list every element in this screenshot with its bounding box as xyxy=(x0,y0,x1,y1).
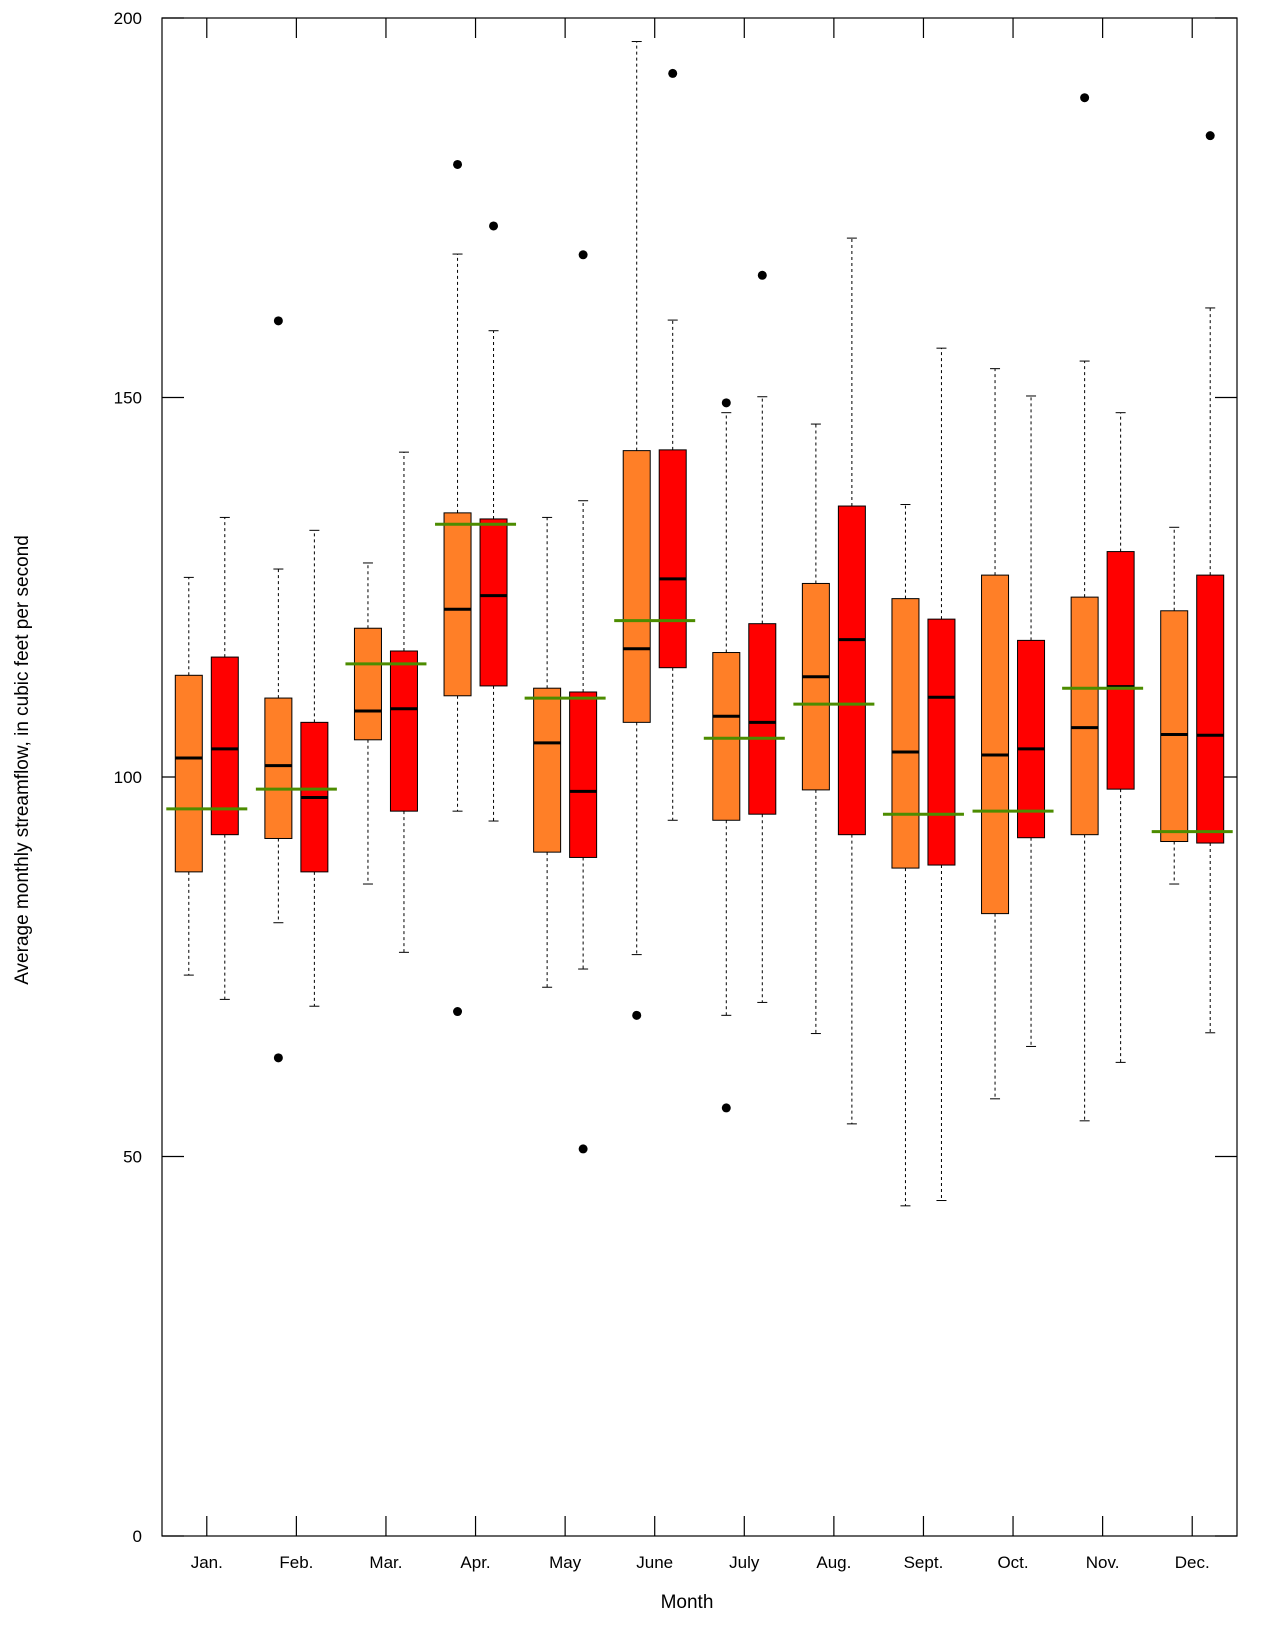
x-tick-label: May xyxy=(549,1553,582,1572)
reference-lines xyxy=(166,522,1233,834)
iqr-box xyxy=(748,623,777,815)
box-red-2 xyxy=(389,451,418,953)
box-orange-11 xyxy=(1160,526,1189,885)
iqr-box xyxy=(353,627,382,741)
boxes xyxy=(166,41,1233,1207)
iqr-box xyxy=(1070,596,1099,836)
box-red-6 xyxy=(748,270,777,1003)
box-orange-8 xyxy=(891,504,920,1207)
box-red-4 xyxy=(569,250,598,1154)
box-orange-3 xyxy=(443,159,472,1017)
box-orange-9 xyxy=(981,368,1010,1100)
outlier-point xyxy=(1080,93,1090,103)
y-tick-label: 0 xyxy=(133,1527,142,1546)
outlier-point xyxy=(489,221,499,231)
box-red-3 xyxy=(479,221,508,822)
outlier-point xyxy=(453,1007,463,1017)
outlier-point xyxy=(721,398,731,408)
iqr-box xyxy=(264,697,293,839)
x-axis-title: Month xyxy=(661,1592,714,1613)
x-tick-label: Aug. xyxy=(816,1553,851,1572)
box-orange-2 xyxy=(353,562,382,885)
outlier-point xyxy=(273,316,283,326)
iqr-box xyxy=(622,450,651,723)
box-red-8 xyxy=(927,347,956,1202)
outlier-point xyxy=(578,250,588,260)
box-red-11 xyxy=(1196,131,1225,1034)
x-tick-label: June xyxy=(636,1553,673,1572)
outlier-point xyxy=(721,1103,731,1113)
box-orange-1 xyxy=(264,316,293,1063)
iqr-box xyxy=(479,518,508,687)
outlier-point xyxy=(578,1144,588,1154)
axes: 0 50 100 150 200 Jan. Feb. Mar. Apr. May June July A… xyxy=(114,9,1238,1572)
iqr-box xyxy=(658,449,687,669)
box-red-7 xyxy=(837,237,866,1125)
x-tick-label: July xyxy=(729,1553,760,1572)
x-tick-label: Mar. xyxy=(369,1553,402,1572)
iqr-box xyxy=(174,674,203,873)
box-orange-7 xyxy=(801,423,830,1035)
x-tick-label: Nov. xyxy=(1086,1553,1120,1572)
iqr-box xyxy=(801,582,830,791)
box-red-1 xyxy=(300,529,329,1007)
iqr-box xyxy=(389,650,418,812)
y-axis-title: Average monthly streamflow, in cubic fee… xyxy=(12,535,33,985)
y-tick-label: 50 xyxy=(123,1148,142,1167)
box-orange-6 xyxy=(712,398,741,1113)
box-red-5 xyxy=(658,68,687,821)
iqr-box xyxy=(1196,574,1225,844)
x-tick-label: Dec. xyxy=(1175,1553,1210,1572)
box-red-9 xyxy=(1017,395,1046,1047)
x-tick-label: Apr. xyxy=(460,1553,490,1572)
outlier-point xyxy=(453,159,463,169)
box-orange-4 xyxy=(533,516,562,988)
outlier-point xyxy=(1205,131,1215,141)
y-tick-label: 150 xyxy=(114,389,142,408)
outlier-point xyxy=(757,270,767,280)
iqr-box xyxy=(533,687,562,853)
x-tick-label: Sept. xyxy=(904,1553,944,1572)
outlier-point xyxy=(632,1010,642,1020)
iqr-box xyxy=(981,574,1010,915)
iqr-box xyxy=(927,618,956,866)
outlier-point xyxy=(273,1053,283,1063)
x-tick-label: Jan. xyxy=(191,1553,223,1572)
iqr-box xyxy=(1106,551,1135,790)
box-red-0 xyxy=(210,516,239,1000)
iqr-box xyxy=(891,598,920,869)
box-red-10 xyxy=(1106,412,1135,1063)
iqr-box xyxy=(1017,639,1046,839)
iqr-box xyxy=(1160,610,1189,843)
iqr-box xyxy=(712,652,741,821)
iqr-box xyxy=(569,691,598,858)
y-tick-label: 200 xyxy=(114,9,142,28)
box-orange-5 xyxy=(622,41,651,1020)
iqr-box xyxy=(837,505,866,836)
iqr-box xyxy=(210,656,239,836)
outlier-point xyxy=(668,68,678,78)
y-tick-label: 100 xyxy=(114,768,142,787)
box-orange-0 xyxy=(174,576,203,976)
box-orange-10 xyxy=(1070,93,1099,1122)
x-tick-label: Feb. xyxy=(279,1553,313,1572)
iqr-box xyxy=(443,512,472,697)
x-tick-label: Oct. xyxy=(997,1553,1028,1572)
